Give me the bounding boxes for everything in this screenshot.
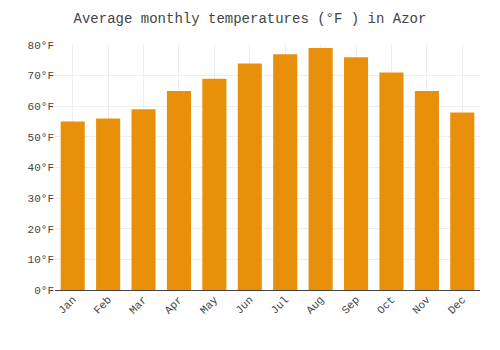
svg-text:Jul: Jul (269, 294, 291, 316)
svg-text:Apr: Apr (162, 294, 184, 316)
svg-text:30°F: 30°F (28, 193, 54, 205)
svg-text:0°F: 0°F (34, 285, 54, 297)
svg-text:80°F: 80°F (28, 40, 54, 52)
svg-text:60°F: 60°F (28, 101, 54, 113)
svg-text:Feb: Feb (92, 294, 114, 316)
svg-text:Nov: Nov (410, 294, 433, 317)
svg-text:Mar: Mar (127, 294, 149, 316)
svg-text:Oct: Oct (375, 294, 397, 316)
svg-text:Jan: Jan (56, 294, 78, 316)
svg-text:40°F: 40°F (28, 162, 54, 174)
svg-text:Dec: Dec (446, 294, 468, 316)
svg-text:May: May (198, 294, 221, 317)
svg-text:70°F: 70°F (28, 70, 54, 82)
svg-text:50°F: 50°F (28, 132, 54, 144)
svg-text:Jun: Jun (233, 294, 255, 316)
svg-text:Average monthly temperatures (: Average monthly temperatures (°F ) in Az… (74, 11, 427, 27)
svg-text:Aug: Aug (304, 294, 326, 316)
svg-text:10°F: 10°F (28, 254, 54, 266)
svg-text:Sep: Sep (340, 294, 362, 316)
svg-text:20°F: 20°F (28, 224, 54, 236)
